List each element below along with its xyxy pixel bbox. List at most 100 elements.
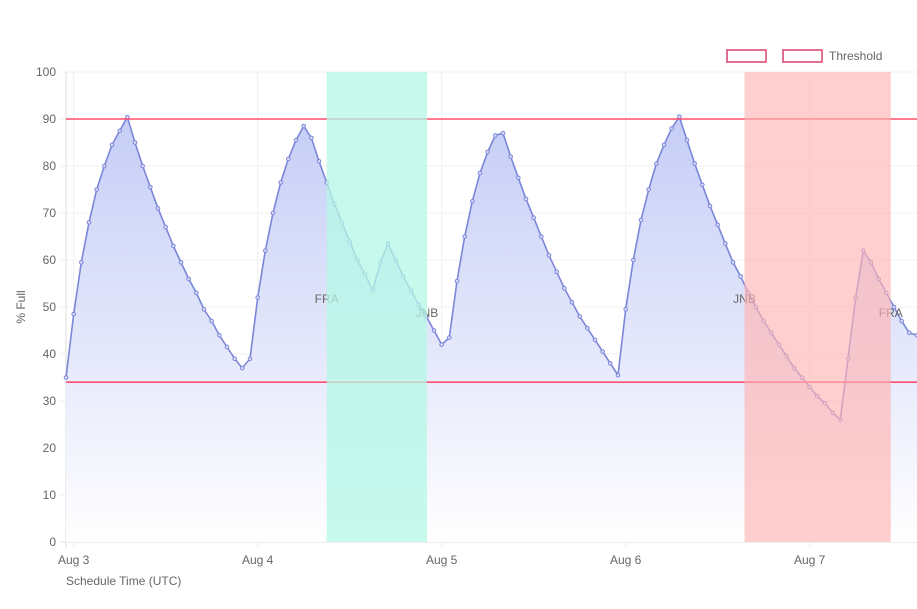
data-point <box>485 149 490 155</box>
data-point <box>493 133 498 138</box>
y-tick-label: 0 <box>49 535 56 549</box>
data-point <box>684 137 690 143</box>
data-point <box>554 269 559 275</box>
x-axis: Aug 3 Aug 4 Aug 5 Aug 6 Aug 7 <box>58 553 826 567</box>
data-point <box>439 342 444 347</box>
data-point <box>569 300 575 305</box>
series-area <box>66 116 917 542</box>
band-layer <box>326 72 891 542</box>
data-point <box>531 215 536 220</box>
data-point <box>477 170 483 176</box>
data-point <box>431 328 437 333</box>
y-tick-label: 70 <box>43 206 57 220</box>
data-point <box>155 206 161 211</box>
y-tick-label: 10 <box>43 488 57 502</box>
data-point <box>546 253 552 258</box>
data-point <box>109 142 115 148</box>
legend-box-unnamed[interactable] <box>726 49 767 63</box>
y-tick-label: 40 <box>43 347 57 361</box>
data-point <box>585 325 590 331</box>
data-point <box>86 220 92 225</box>
data-point <box>516 175 521 181</box>
data-point <box>723 241 728 246</box>
data-point <box>263 248 268 253</box>
data-point <box>715 222 720 228</box>
x-tick-label: Aug 5 <box>426 553 458 567</box>
data-point <box>508 154 513 159</box>
data-point <box>102 163 107 169</box>
data-point <box>615 372 621 378</box>
data-point <box>646 187 651 192</box>
data-point <box>891 304 897 310</box>
y-tick-label: 80 <box>43 159 57 173</box>
data-point <box>148 184 153 190</box>
data-point <box>217 332 222 338</box>
data-point <box>500 130 506 136</box>
x-tick-label: Aug 7 <box>794 553 826 567</box>
legend-box-threshold[interactable] <box>782 49 823 63</box>
data-point <box>71 311 76 317</box>
data-point <box>562 285 567 291</box>
data-point <box>301 123 306 129</box>
data-point <box>224 344 230 350</box>
data-point <box>194 290 199 296</box>
data-point <box>577 314 582 319</box>
y-axis: 0 10 20 30 40 50 60 70 80 90 100 <box>36 65 56 549</box>
y-tick-label: 90 <box>43 112 57 126</box>
data-point <box>700 182 705 188</box>
data-point <box>523 196 529 202</box>
data-point <box>592 337 598 343</box>
data-point <box>270 210 276 216</box>
data-point <box>707 203 713 209</box>
data-point <box>692 161 697 166</box>
x-tick-label: Aug 4 <box>242 553 274 567</box>
data-point <box>669 126 674 131</box>
x-tick-label: Aug 3 <box>58 553 90 567</box>
data-point <box>186 276 191 282</box>
data-point <box>623 307 628 312</box>
highlight-band <box>326 72 427 542</box>
data-point <box>470 198 475 204</box>
data-point <box>63 375 69 380</box>
data-point <box>454 278 460 284</box>
x-tick-label: Aug 6 <box>610 553 642 567</box>
data-point <box>232 356 237 362</box>
data-point <box>654 161 659 166</box>
data-point <box>899 318 904 324</box>
data-point <box>94 187 99 192</box>
legend: Threshold <box>726 49 882 63</box>
data-point <box>132 140 138 145</box>
data-point <box>117 128 122 134</box>
data-point <box>163 224 168 230</box>
x-axis-label: Schedule Time (UTC) <box>66 574 181 588</box>
y-tick-label: 60 <box>43 253 57 267</box>
data-point <box>738 274 743 279</box>
data-point <box>79 260 84 265</box>
data-point <box>240 365 245 371</box>
y-tick-label: 30 <box>43 394 57 408</box>
y-tick-label: 50 <box>43 300 57 314</box>
data-point <box>638 217 644 223</box>
data-point <box>293 137 299 143</box>
data-point <box>309 135 314 141</box>
data-point <box>247 356 253 362</box>
data-point <box>907 330 912 336</box>
highlight-band <box>744 72 891 542</box>
data-point <box>600 349 605 354</box>
data-point <box>677 114 682 119</box>
legend-label-threshold[interactable]: Threshold <box>829 49 882 63</box>
data-point <box>178 260 184 265</box>
data-point <box>730 260 736 265</box>
data-point <box>661 142 667 148</box>
data-point <box>539 234 544 239</box>
data-point <box>286 156 291 162</box>
y-tick-label: 100 <box>36 65 56 79</box>
data-point <box>608 361 613 366</box>
data-point <box>278 180 283 185</box>
data-point <box>255 295 260 300</box>
data-point <box>171 243 176 249</box>
y-tick-label: 20 <box>43 441 57 455</box>
data-point <box>201 307 207 312</box>
y-axis-label: % Full <box>14 290 28 323</box>
